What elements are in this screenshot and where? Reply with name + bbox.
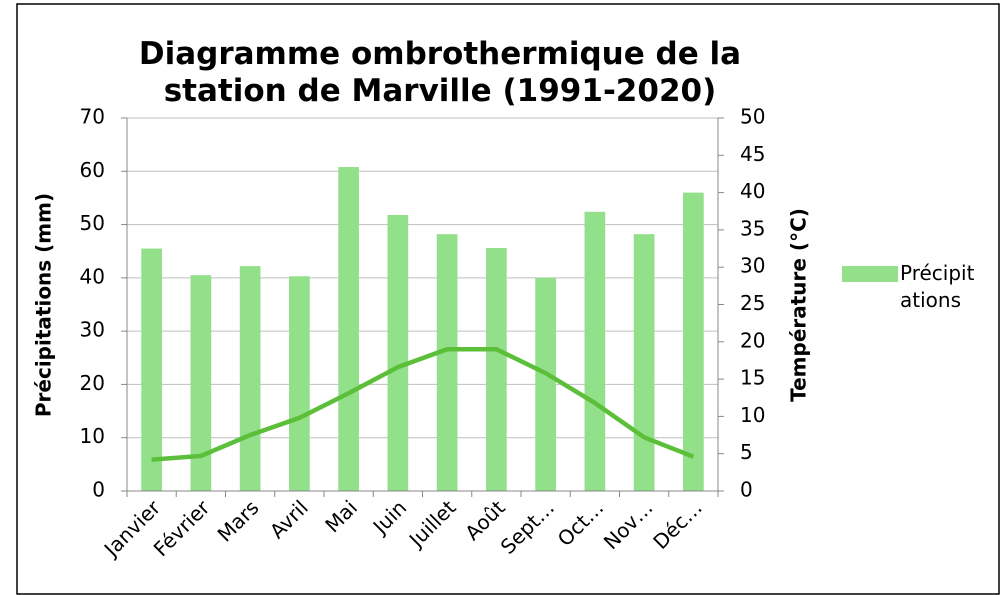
bar xyxy=(338,167,359,491)
x-tick-label: Oct… xyxy=(553,495,609,551)
legend-swatch xyxy=(842,266,898,282)
y2-tick-label: 15 xyxy=(740,366,765,390)
x-tick-label: Sept… xyxy=(496,495,559,558)
y2-tick-label: 25 xyxy=(740,291,765,315)
x-tick-label: Juillet xyxy=(403,495,461,553)
bar xyxy=(289,276,310,491)
x-tick-label: Février xyxy=(149,495,215,561)
y-tick-label: 60 xyxy=(80,158,105,182)
bar xyxy=(387,214,409,492)
y2-tick-label: 5 xyxy=(740,440,753,464)
y-tick-label: 70 xyxy=(80,105,105,129)
x-tick-label: Mars xyxy=(213,495,264,546)
y2-tick-label: 10 xyxy=(740,403,765,427)
bar xyxy=(683,192,704,491)
y2-tick-label: 40 xyxy=(740,179,765,203)
y2-tick-label: 20 xyxy=(740,328,765,352)
bar xyxy=(486,248,507,491)
bar xyxy=(239,266,261,491)
bar xyxy=(584,211,606,492)
x-tick-label: Nov… xyxy=(599,495,658,554)
y2-axis-label: Température (°C) xyxy=(787,208,811,402)
legend: Précipitations xyxy=(842,260,980,314)
bar xyxy=(141,248,162,491)
legend-label: Précipitations xyxy=(900,261,975,312)
bar xyxy=(535,277,556,491)
y2-tick-label: 0 xyxy=(740,478,753,502)
y-tick-label: 30 xyxy=(80,318,105,342)
y2-tick-label: 35 xyxy=(740,216,765,240)
y2-tick-label: 30 xyxy=(740,254,765,278)
bar xyxy=(633,234,655,492)
y-tick-label: 40 xyxy=(80,264,105,288)
x-tick-label: Déc… xyxy=(648,495,706,553)
y2-tick-label: 45 xyxy=(740,142,765,166)
y-tick-label: 20 xyxy=(80,371,105,395)
x-tick-label: Mai xyxy=(320,495,362,537)
bar xyxy=(436,234,458,492)
x-tick-label: Avril xyxy=(265,495,313,543)
y-tick-label: 0 xyxy=(92,478,105,502)
bar xyxy=(190,275,212,491)
chart-frame xyxy=(16,3,1000,595)
chart-title: Diagramme ombrothermique de la station d… xyxy=(138,36,742,109)
y-tick-label: 50 xyxy=(80,211,105,235)
y-axis-label: Précipitations (mm) xyxy=(32,193,56,417)
y2-tick-label: 50 xyxy=(740,105,765,129)
line xyxy=(151,347,695,462)
y-tick-label: 10 xyxy=(80,424,105,448)
